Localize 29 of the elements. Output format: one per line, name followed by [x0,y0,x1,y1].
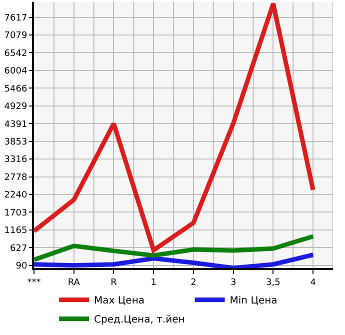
y-tick-label: 3316 [4,155,28,166]
y-tick-label: 1703 [4,208,28,218]
line-series [34,252,316,268]
line-series [34,2,316,252]
y-tick-label: 2240 [4,190,28,201]
x-tick-label: *** [27,278,42,288]
y-tick-label: 6542 [4,48,28,59]
x-tick-label: R [110,278,117,288]
line-series [34,234,316,262]
y-tick-label: 4391 [4,120,28,130]
y-tick-label: 1165 [4,226,28,236]
x-tick-label: 3 [230,278,236,288]
x-tick-label: 1 [150,278,156,288]
y-tick-label: 3853 [4,137,28,148]
y-tick-label: 4929 [4,102,28,112]
y-tick-label: 90 [16,262,28,272]
x-tick-label: 3,5 [266,278,280,288]
x-tick-label: RA [68,278,81,288]
y-tick-label: 5466 [4,84,28,94]
y-tick-label: 627 [10,244,28,254]
y-tick-label: 7079 [4,31,28,42]
y-tick-label: 7617 [4,13,28,24]
y-tick-label: 6004 [4,66,28,77]
legend-label: Min Цена [230,296,278,307]
legend-label: Сред.Цена, т.йен [94,314,185,326]
legend-label: Max Цена [94,296,144,307]
y-tick-label: 2778 [4,172,28,183]
x-tick-label: 2 [190,278,196,288]
x-tick-label: 4 [310,278,316,288]
